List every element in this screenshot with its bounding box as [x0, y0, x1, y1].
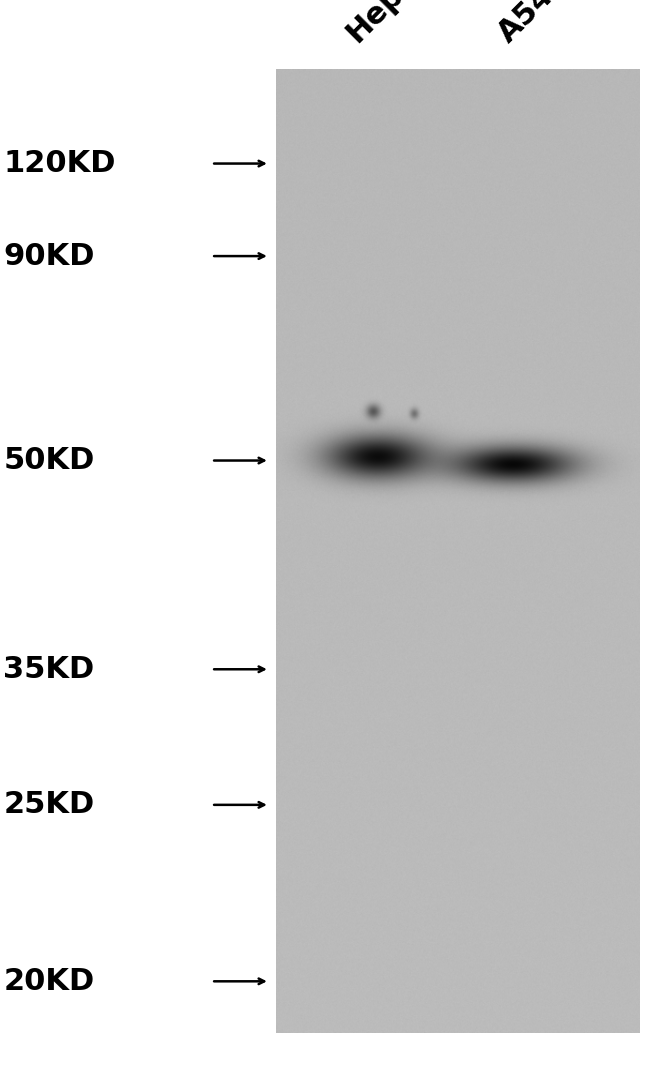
Text: 25KD: 25KD: [3, 791, 94, 819]
Text: HepG2: HepG2: [340, 0, 441, 48]
Text: 120KD: 120KD: [3, 150, 116, 178]
Text: 20KD: 20KD: [3, 967, 94, 995]
Text: 50KD: 50KD: [3, 447, 95, 475]
Text: 35KD: 35KD: [3, 655, 94, 683]
Text: 90KD: 90KD: [3, 242, 95, 270]
Text: A549: A549: [493, 0, 575, 48]
